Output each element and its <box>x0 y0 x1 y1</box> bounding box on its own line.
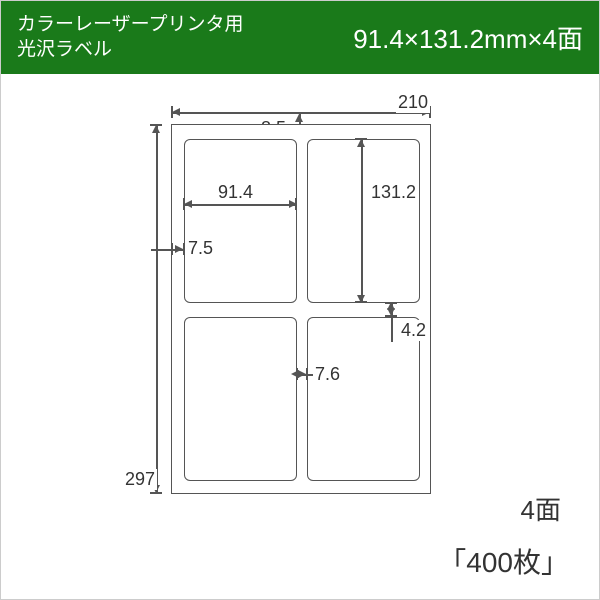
dim-arrow <box>172 108 180 116</box>
label-cell <box>184 139 297 303</box>
dim-label-height: 131.2 <box>369 182 418 203</box>
label-cell <box>307 139 420 303</box>
dim-left-margin: 7.5 <box>186 238 215 259</box>
faces-count-label: 4面 <box>521 490 561 527</box>
dim-tick <box>385 302 397 304</box>
dim-tick <box>355 138 367 140</box>
dim-tick <box>171 243 173 255</box>
dim-line-label-height <box>361 138 363 302</box>
dim-h-gap: 7.6 <box>313 364 342 385</box>
dim-tick <box>183 198 185 210</box>
label-cell <box>307 317 420 481</box>
dim-tick <box>295 198 297 210</box>
dim-sheet-width: 210 <box>396 92 430 113</box>
quantity-label: 「400枚」 <box>438 541 569 581</box>
dim-tick <box>296 368 298 380</box>
dim-tick <box>183 243 185 255</box>
dim-line-label-width <box>183 204 296 206</box>
dim-arrow <box>357 139 365 147</box>
dim-tick <box>306 368 308 380</box>
dim-v-gap: 4.2 <box>399 320 428 341</box>
dim-arrow <box>298 370 306 378</box>
dim-sheet-height: 297 <box>123 469 157 490</box>
header-title: カラーレーザープリンタ用 光沢ラベル <box>17 13 243 62</box>
label-cell <box>184 317 297 481</box>
dim-arrow <box>152 125 160 133</box>
header-size-spec: 91.4×131.2mm×4面 <box>353 19 583 56</box>
dim-label-width: 91.4 <box>216 182 255 203</box>
dim-tick <box>355 301 367 303</box>
dim-arrow <box>184 200 192 208</box>
diagram-area: 210 8.5 91.4 131.2 7.5 4.2 7.6 2 <box>1 74 599 534</box>
dim-arrow <box>295 114 303 122</box>
dim-arrow <box>175 245 183 253</box>
dim-line-height <box>156 124 158 494</box>
header-bar: カラーレーザープリンタ用 光沢ラベル 91.4×131.2mm×4面 <box>1 1 599 74</box>
header-title-line2: 光沢ラベル <box>17 38 243 63</box>
header-title-line1: カラーレーザープリンタ用 <box>17 13 243 38</box>
dim-tick <box>385 315 397 317</box>
dim-arrow <box>291 370 299 378</box>
